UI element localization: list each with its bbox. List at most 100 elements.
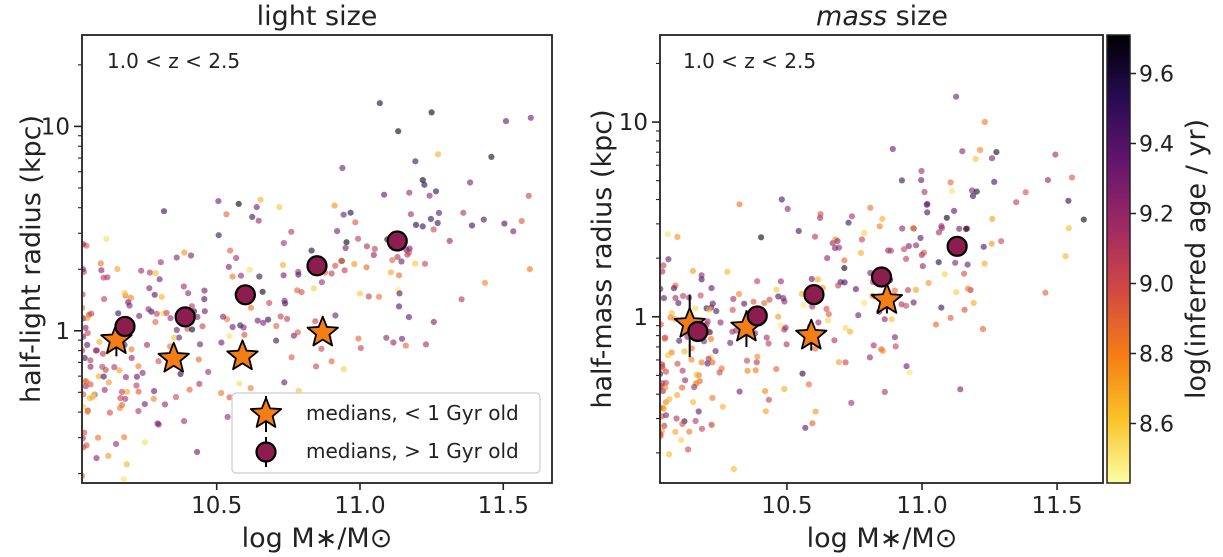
galaxy-point xyxy=(407,211,414,218)
galaxy-point xyxy=(903,363,910,370)
galaxy-point xyxy=(249,213,256,220)
galaxy-point xyxy=(761,300,768,307)
galaxy-point xyxy=(719,403,726,410)
galaxy-point xyxy=(891,334,899,341)
galaxy-point xyxy=(777,322,784,329)
galaxy-point xyxy=(870,342,877,349)
galaxy-point xyxy=(662,384,669,391)
galaxy-point xyxy=(143,341,151,348)
galaxy-point xyxy=(318,345,325,352)
galaxy-point xyxy=(795,227,802,235)
galaxy-point xyxy=(501,220,508,227)
legend-circle-marker xyxy=(255,437,277,467)
galaxy-point xyxy=(698,272,705,279)
galaxy-point xyxy=(681,348,688,355)
galaxy-point xyxy=(155,486,161,492)
galaxy-point xyxy=(910,299,917,306)
galaxy-point xyxy=(446,237,453,244)
galaxy-point xyxy=(953,289,960,296)
galaxy-point xyxy=(295,387,302,394)
galaxy-point xyxy=(141,401,148,408)
median-circle-point xyxy=(234,284,256,306)
galaxy-point xyxy=(225,263,232,270)
galaxy-point xyxy=(218,339,225,346)
median-circle-point xyxy=(746,305,768,327)
galaxy-point xyxy=(460,209,467,216)
galaxy-point xyxy=(743,357,751,364)
galaxy-point xyxy=(396,290,403,297)
galaxy-point xyxy=(255,217,262,224)
median-circle-point xyxy=(306,255,328,277)
galaxy-point xyxy=(167,315,174,322)
galaxy-point xyxy=(673,415,680,422)
galaxy-point xyxy=(355,335,362,342)
galaxy-point xyxy=(809,420,816,427)
galaxy-point xyxy=(196,341,204,348)
galaxy-point xyxy=(879,347,886,354)
galaxy-point xyxy=(435,209,443,216)
galaxy-point xyxy=(729,328,736,335)
galaxy-point xyxy=(247,385,254,392)
galaxy-point xyxy=(502,118,510,125)
galaxy-point xyxy=(181,418,188,425)
galaxy-point xyxy=(835,282,842,289)
galaxy-point xyxy=(118,388,125,395)
galaxy-point xyxy=(906,369,913,376)
galaxy-point xyxy=(921,188,928,196)
galaxy-point xyxy=(259,288,266,295)
galaxy-point xyxy=(151,388,158,395)
galaxy-point xyxy=(861,229,868,237)
galaxy-point xyxy=(422,341,430,348)
galaxy-point xyxy=(727,339,734,346)
galaxy-point xyxy=(781,326,788,333)
y-axis-label: half-mass radius (kpc) xyxy=(587,109,618,408)
galaxy-point xyxy=(662,368,670,375)
galaxy-point xyxy=(765,340,772,347)
galaxy-point xyxy=(229,273,236,280)
galaxy-point xyxy=(347,209,354,216)
galaxy-point xyxy=(375,293,383,300)
redshift-annotation: 1.0 < z < 2.5 xyxy=(107,49,240,73)
galaxy-point xyxy=(889,145,896,153)
galaxy-point xyxy=(961,270,968,277)
galaxy-point xyxy=(82,354,88,362)
galaxy-point xyxy=(741,300,748,307)
galaxy-point xyxy=(82,241,87,248)
galaxy-point xyxy=(279,261,287,269)
galaxy-point xyxy=(903,255,910,262)
plot-frame xyxy=(659,34,1104,484)
galaxy-point xyxy=(763,334,770,341)
galaxy-point xyxy=(970,299,977,306)
galaxy-point xyxy=(82,403,87,410)
galaxy-point xyxy=(855,312,862,319)
galaxy-point xyxy=(841,279,848,286)
galaxy-point xyxy=(406,189,413,196)
galaxy-point xyxy=(105,379,112,386)
galaxy-point xyxy=(236,380,243,387)
legend-star-marker xyxy=(249,396,283,432)
galaxy-point xyxy=(680,292,687,300)
median-circle-point xyxy=(870,266,893,288)
galaxy-point xyxy=(1042,289,1049,296)
galaxy-point xyxy=(887,247,895,254)
galaxy-point xyxy=(381,191,388,198)
y-tick-label: 10 xyxy=(619,110,648,136)
median-circle-point xyxy=(114,315,136,338)
galaxy-point xyxy=(1044,177,1051,184)
galaxy-point xyxy=(905,243,912,250)
galaxy-point xyxy=(161,401,169,408)
galaxy-point xyxy=(187,252,195,259)
galaxy-point xyxy=(145,306,152,313)
colorbar-label: log(inferred age / yr) xyxy=(1181,119,1212,399)
galaxy-point xyxy=(802,424,809,431)
galaxy-point xyxy=(831,337,838,344)
galaxy-point xyxy=(282,300,289,307)
galaxy-point xyxy=(661,335,668,342)
galaxy-point xyxy=(692,417,699,425)
galaxy-point xyxy=(84,409,91,416)
galaxy-point xyxy=(924,200,931,207)
galaxy-point xyxy=(736,201,743,208)
galaxy-point xyxy=(947,314,954,321)
galaxy-point xyxy=(780,295,787,302)
